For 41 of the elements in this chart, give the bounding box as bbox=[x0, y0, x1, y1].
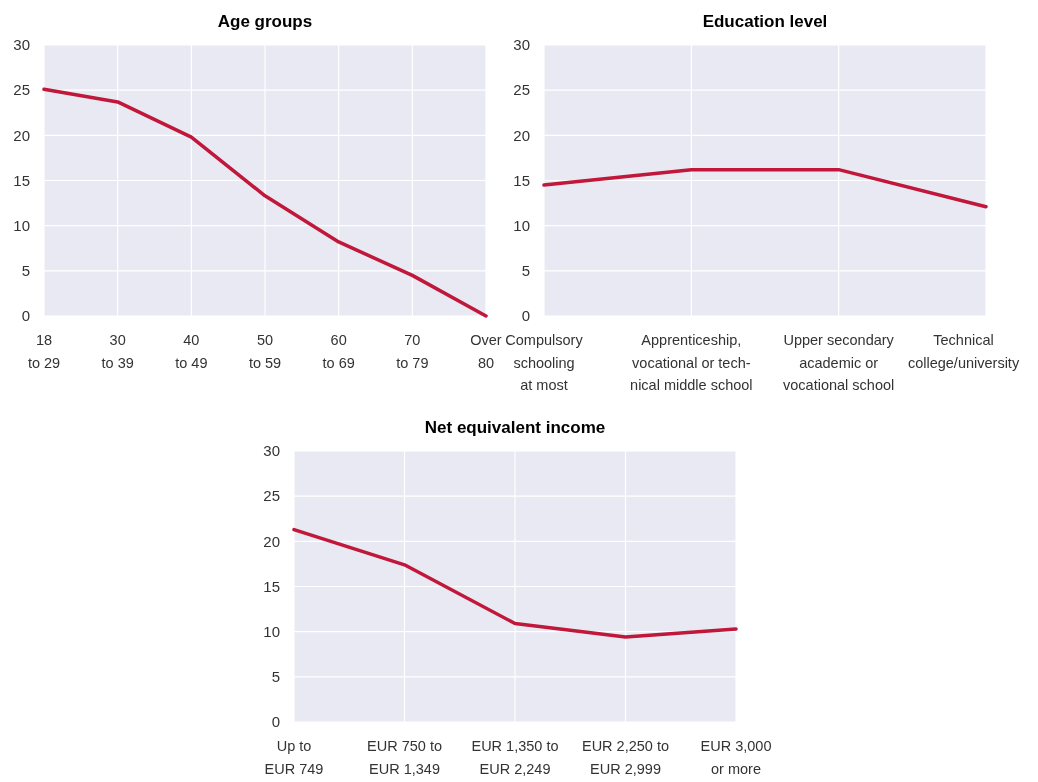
y-tick-label: 30 bbox=[513, 36, 530, 54]
y-tick-label: 10 bbox=[513, 216, 530, 234]
y-tick-label: 5 bbox=[21, 262, 30, 280]
y-tick-label: 15 bbox=[513, 171, 530, 189]
x-tick-label: Up to EUR 749 bbox=[264, 738, 324, 777]
x-tick-label: EUR 1,350 to EUR 2,249 bbox=[471, 738, 559, 777]
y-tick-label: 30 bbox=[263, 442, 280, 460]
x-tick-label: Upper secondary academic or vocational school bbox=[783, 332, 895, 393]
y-tick-label: 15 bbox=[263, 577, 280, 595]
y-tick-label: 5 bbox=[271, 668, 280, 686]
y-tick-label: 25 bbox=[263, 487, 280, 505]
x-tick-label: EUR 750 to EUR 1,349 bbox=[367, 738, 442, 777]
chart-title: Age groups bbox=[217, 12, 313, 31]
x-tick-label: Technical college/university bbox=[907, 332, 1020, 371]
x-tick-label: EUR 3,000 or more bbox=[700, 738, 772, 777]
chart-title: Education level bbox=[702, 12, 828, 31]
x-tick-label: EUR 2,250 to EUR 2,999 bbox=[581, 738, 670, 777]
y-tick-label: 25 bbox=[13, 81, 30, 99]
y-tick-label: 30 bbox=[13, 36, 30, 54]
y-tick-label: 0 bbox=[271, 713, 280, 731]
x-tick-label: Apprenticeship, vocational or tech- nical middle school bbox=[630, 332, 753, 393]
x-tick-label: 60 to 69 bbox=[322, 332, 355, 371]
y-tick-label: 20 bbox=[263, 532, 280, 550]
y-tick-label: 20 bbox=[13, 126, 30, 144]
x-tick-label: 18 to 29 bbox=[27, 332, 61, 371]
y-tick-label: 15 bbox=[13, 171, 30, 189]
x-tick-label: 30 to 39 bbox=[101, 332, 134, 371]
y-tick-label: 0 bbox=[21, 307, 30, 325]
x-tick-label: Compulsory schooling at most bbox=[505, 332, 584, 393]
x-tick-label: 70 to 79 bbox=[396, 332, 429, 371]
y-tick-label: 25 bbox=[513, 81, 530, 99]
x-tick-label: 50 to 59 bbox=[248, 332, 282, 371]
x-tick-label: 40 to 49 bbox=[175, 332, 208, 371]
y-tick-label: 5 bbox=[521, 262, 530, 280]
y-tick-label: 20 bbox=[513, 126, 530, 144]
y-tick-label: 10 bbox=[13, 216, 30, 234]
y-tick-label: 10 bbox=[263, 622, 280, 640]
chart-title: Net equivalent income bbox=[424, 418, 606, 437]
y-tick-label: 0 bbox=[521, 307, 530, 325]
x-tick-label: Over 80 bbox=[470, 332, 502, 371]
line-series bbox=[292, 527, 738, 639]
